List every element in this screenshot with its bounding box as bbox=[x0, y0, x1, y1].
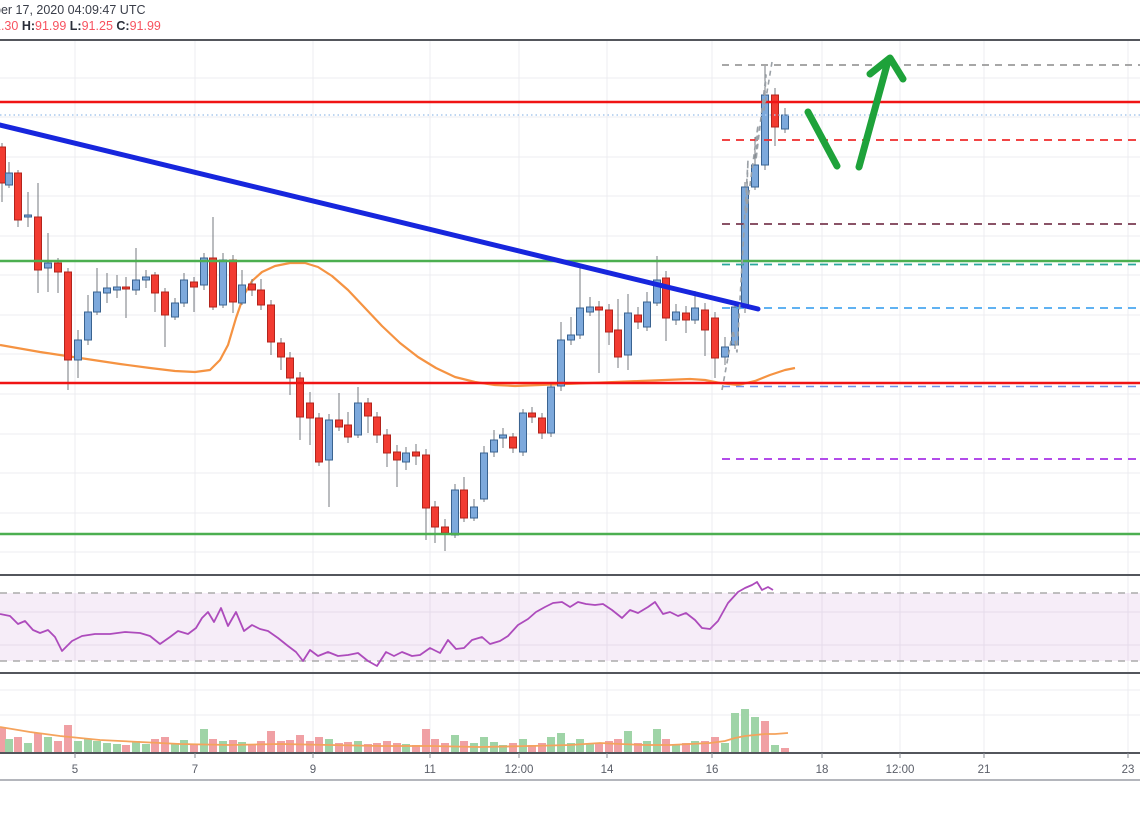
x-axis-label: 5 bbox=[72, 764, 78, 776]
x-axis-label: 12:00 bbox=[886, 764, 915, 776]
x-axis-label: 18 bbox=[816, 764, 829, 776]
high-label: H: bbox=[21, 19, 36, 33]
x-axis-label: 7 bbox=[192, 764, 198, 776]
rsi-line bbox=[0, 581, 774, 667]
low-label: L: bbox=[69, 19, 82, 33]
x-axis-label: 23 bbox=[1122, 764, 1135, 776]
close-label: C: bbox=[116, 19, 130, 33]
x-axis-label: 16 bbox=[706, 764, 719, 776]
volume-bars bbox=[0, 709, 789, 753]
gridlines bbox=[0, 40, 1140, 753]
close-value: 91.99 bbox=[129, 19, 161, 33]
moving-average-line bbox=[0, 261, 796, 388]
support-resistance-levels bbox=[0, 64, 1140, 536]
x-axis-label: 14 bbox=[601, 764, 614, 776]
x-axis: 5 7 9 11 12:00 14 16 18 12:00 21 23 bbox=[72, 753, 1135, 776]
timestamp-label: ber 17, 2020 04:09:47 UTC bbox=[0, 3, 146, 17]
descending-trendline bbox=[0, 122, 761, 312]
ohlc-header: ber 17, 2020 04:09:47 UTC 1.30 H:91.99 L… bbox=[0, 2, 161, 34]
x-axis-label: 11 bbox=[424, 764, 436, 776]
open-value: 1.30 bbox=[0, 19, 19, 33]
low-value: 91.25 bbox=[81, 19, 113, 33]
forecast-arrows bbox=[804, 54, 907, 171]
rsi-band bbox=[0, 592, 1140, 662]
x-axis-label: 9 bbox=[310, 764, 316, 776]
high-value: 91.99 bbox=[35, 19, 67, 33]
x-axis-label: 21 bbox=[978, 764, 991, 776]
ohlc-values: 1.30 H:91.99 L:91.25 C:91.99 bbox=[0, 18, 161, 34]
panel-borders bbox=[0, 39, 1140, 781]
x-axis-label: 12:00 bbox=[505, 764, 534, 776]
candlesticks bbox=[0, 66, 789, 551]
price-projection-dashed-path bbox=[721, 61, 773, 391]
